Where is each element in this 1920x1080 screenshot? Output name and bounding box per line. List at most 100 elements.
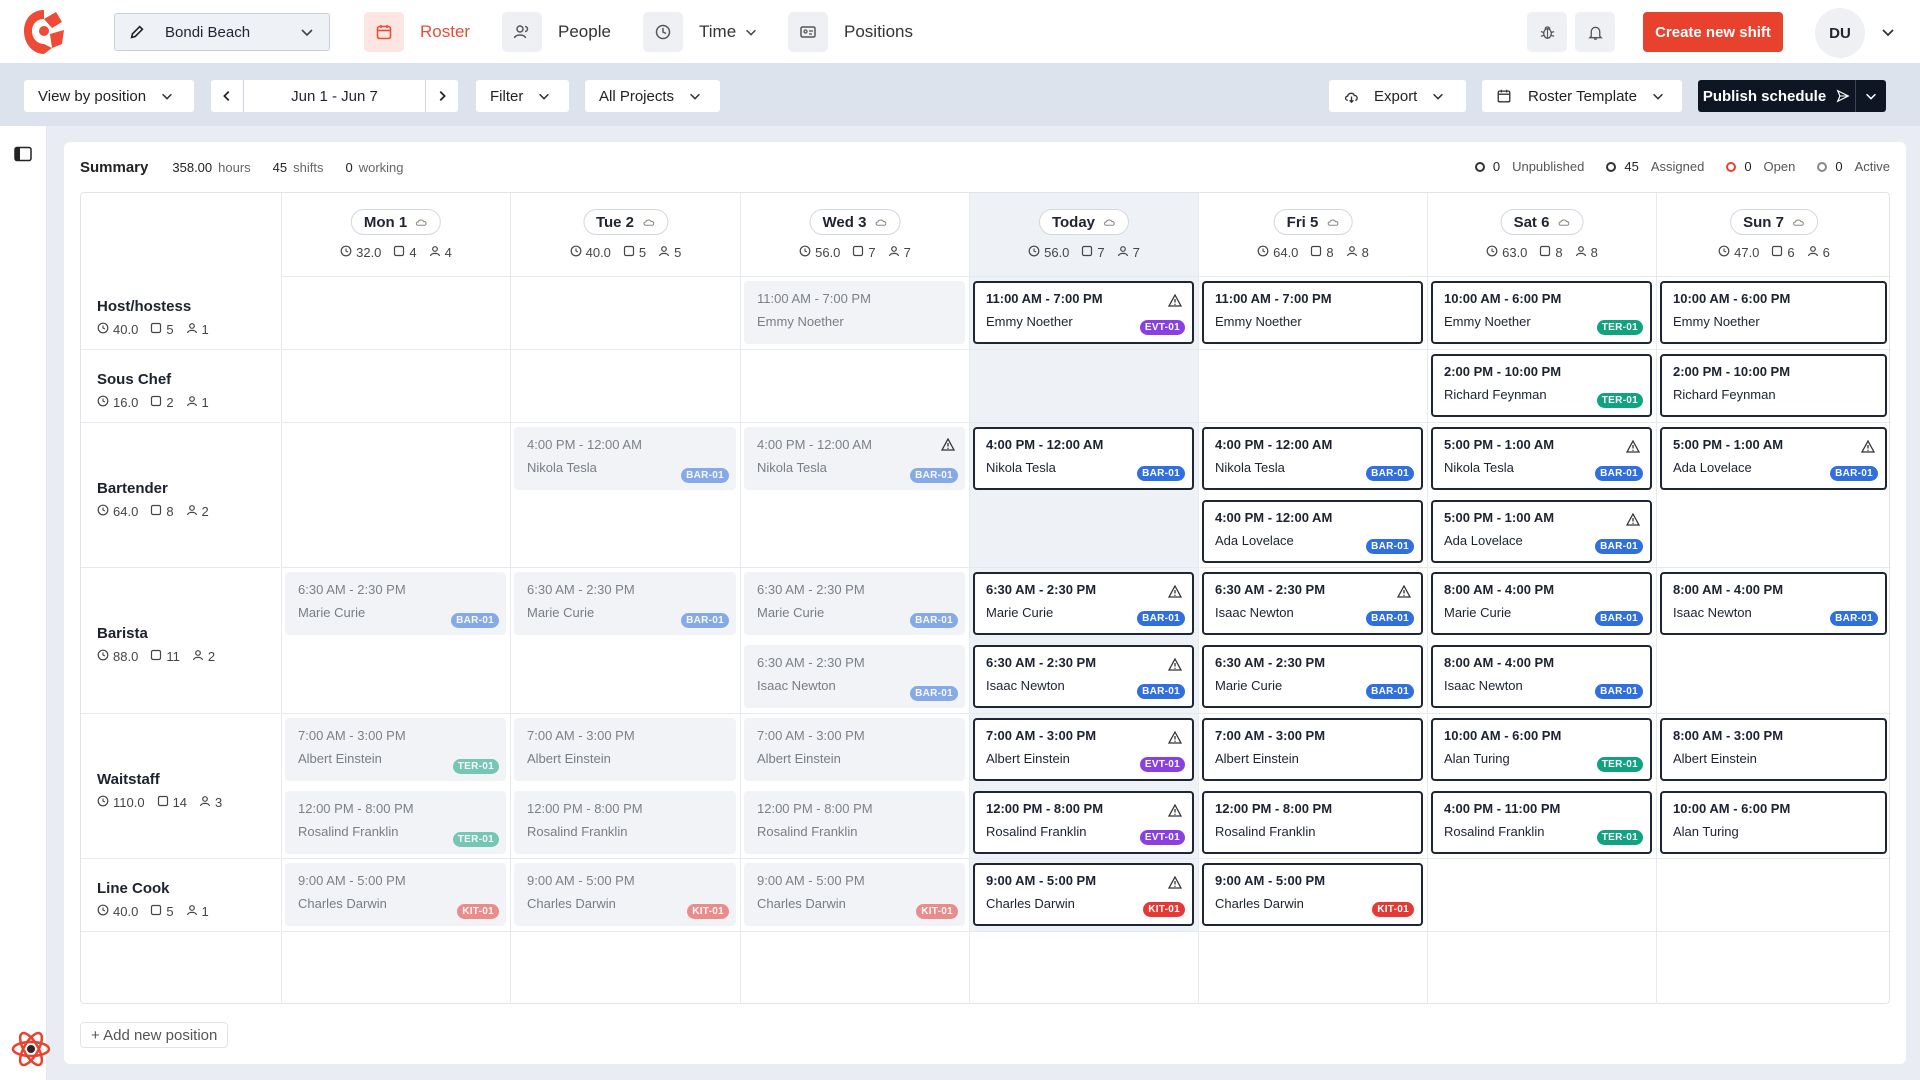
filter-dropdown[interactable]: Filter	[476, 80, 569, 112]
warning-icon[interactable]	[1167, 803, 1183, 817]
day-pill[interactable]: Sat 6	[1500, 209, 1584, 235]
shift-card[interactable]: 4:00 PM - 12:00 AM Nikola Tesla BAR-01	[744, 427, 965, 490]
shift-card[interactable]: 6:30 AM - 2:30 PM Marie Curie BAR-01	[285, 572, 506, 635]
shift-card[interactable]: 11:00 AM - 7:00 PM Emmy Noether	[1202, 281, 1423, 344]
roster-cell[interactable]	[1198, 423, 1427, 568]
roster-cell[interactable]	[1656, 714, 1891, 859]
shift-card[interactable]: 7:00 AM - 3:00 PM Albert Einstein	[1202, 718, 1423, 781]
roster-cell[interactable]	[1198, 568, 1427, 714]
next-week-button[interactable]	[426, 80, 458, 112]
roster-cell[interactable]	[740, 350, 969, 423]
shift-card[interactable]: 7:00 AM - 3:00 PM Albert Einstein EVT-01	[973, 718, 1194, 781]
shift-card[interactable]: 8:00 AM - 4:00 PM Isaac Newton BAR-01	[1431, 645, 1652, 708]
sidebar-toggle-icon[interactable]	[14, 146, 32, 162]
shift-card[interactable]: 8:00 AM - 3:00 PM Albert Einstein	[1660, 718, 1887, 781]
chevron-down-icon[interactable]	[1880, 24, 1896, 40]
roster-cell[interactable]	[281, 277, 510, 350]
shift-card[interactable]: 5:00 PM - 1:00 AM Ada Lovelace BAR-01	[1431, 500, 1652, 563]
warning-icon[interactable]	[1860, 439, 1876, 453]
roster-cell[interactable]	[1427, 350, 1656, 423]
roster-cell[interactable]	[281, 568, 510, 714]
location-selector[interactable]: Bondi Beach	[114, 13, 330, 51]
day-pill[interactable]: Wed 3	[809, 209, 901, 235]
roster-cell[interactable]	[510, 277, 740, 350]
roster-cell[interactable]	[510, 859, 740, 932]
notifications-button[interactable]	[1575, 12, 1615, 52]
bug-report-button[interactable]	[1527, 12, 1567, 52]
roster-cell[interactable]	[740, 277, 969, 350]
projects-dropdown[interactable]: All Projects	[585, 80, 720, 112]
shift-card[interactable]: 4:00 PM - 12:00 AM Nikola Tesla BAR-01	[514, 427, 736, 490]
roster-cell[interactable]	[1427, 568, 1656, 714]
publish-schedule-button[interactable]: Publish schedule	[1698, 80, 1856, 112]
avatar[interactable]: DU	[1815, 8, 1865, 58]
shift-card[interactable]: 10:00 AM - 6:00 PM Emmy Noether TER-01	[1431, 281, 1652, 344]
create-shift-button[interactable]: Create new shift	[1643, 12, 1783, 52]
roster-cell[interactable]	[1427, 859, 1656, 932]
add-position-button[interactable]: + Add new position	[80, 1022, 229, 1048]
shift-card[interactable]: 8:00 AM - 4:00 PM Marie Curie BAR-01	[1431, 572, 1652, 635]
nav-positions[interactable]: Positions	[788, 12, 913, 52]
shift-card[interactable]: 4:00 PM - 12:00 AM Ada Lovelace BAR-01	[1202, 500, 1423, 563]
warning-icon[interactable]	[1167, 293, 1183, 307]
roster-cell[interactable]	[1656, 350, 1891, 423]
shift-card[interactable]: 9:00 AM - 5:00 PM Charles Darwin KIT-01	[973, 863, 1194, 926]
roster-cell[interactable]	[740, 859, 969, 932]
shift-card[interactable]: 7:00 AM - 3:00 PM Albert Einstein	[514, 718, 736, 781]
shift-card[interactable]: 6:30 AM - 2:30 PM Marie Curie BAR-01	[744, 572, 965, 635]
roster-cell[interactable]	[1427, 714, 1656, 859]
roster-template-dropdown[interactable]: Roster Template	[1482, 80, 1682, 112]
shift-card[interactable]: 10:00 AM - 6:00 PM Emmy Noether	[1660, 281, 1887, 344]
roster-cell[interactable]	[1427, 423, 1656, 568]
day-pill[interactable]: Today	[1038, 209, 1130, 235]
roster-cell[interactable]	[1427, 277, 1656, 350]
shift-card[interactable]: 10:00 AM - 6:00 PM Alan Turing TER-01	[1431, 718, 1652, 781]
roster-cell[interactable]	[510, 714, 740, 859]
warning-icon[interactable]	[1625, 512, 1641, 526]
position-row-label[interactable]: Host/hostess 40.0 5 1	[81, 277, 280, 350]
shift-card[interactable]: 6:30 AM - 2:30 PM Marie Curie BAR-01	[973, 572, 1194, 635]
warning-icon[interactable]	[1167, 584, 1183, 598]
roster-cell[interactable]	[510, 568, 740, 714]
prev-week-button[interactable]	[211, 80, 243, 112]
app-logo[interactable]	[22, 8, 66, 56]
shift-card[interactable]: 8:00 AM - 4:00 PM Isaac Newton BAR-01	[1660, 572, 1887, 635]
shift-card[interactable]: 12:00 PM - 8:00 PM Rosalind Franklin	[744, 791, 965, 854]
shift-card[interactable]: 12:00 PM - 8:00 PM Rosalind Franklin	[1202, 791, 1423, 854]
day-pill[interactable]: Tue 2	[582, 209, 669, 235]
export-dropdown[interactable]: Export	[1329, 80, 1466, 112]
date-range[interactable]: Jun 1 - Jun 7	[243, 80, 426, 112]
shift-card[interactable]: 7:00 AM - 3:00 PM Albert Einstein TER-01	[285, 718, 506, 781]
legend-item[interactable]: 0 Unpublished	[1474, 159, 1584, 174]
roster-cell[interactable]	[1656, 423, 1891, 568]
roster-cell[interactable]	[510, 423, 740, 568]
roster-cell[interactable]	[1198, 350, 1427, 423]
legend-item[interactable]: 45 Assigned	[1606, 159, 1704, 174]
shift-card[interactable]: 4:00 PM - 12:00 AM Nikola Tesla BAR-01	[973, 427, 1194, 490]
shift-card[interactable]: 11:00 AM - 7:00 PM Emmy Noether EVT-01	[973, 281, 1194, 344]
roster-cell[interactable]	[740, 423, 969, 568]
roster-cell[interactable]	[969, 350, 1198, 423]
warning-icon[interactable]	[1625, 439, 1641, 453]
shift-card[interactable]: 9:00 AM - 5:00 PM Charles Darwin KIT-01	[1202, 863, 1423, 926]
roster-cell[interactable]	[1656, 277, 1891, 350]
shift-card[interactable]: 11:00 AM - 7:00 PM Emmy Noether	[744, 281, 965, 344]
view-by-dropdown[interactable]: View by position	[24, 80, 194, 112]
warning-icon[interactable]	[1396, 584, 1412, 598]
nav-roster[interactable]: Roster	[364, 12, 470, 52]
publish-options-button[interactable]	[1856, 89, 1886, 103]
shift-card[interactable]: 6:30 AM - 2:30 PM Isaac Newton BAR-01	[973, 645, 1194, 708]
shift-card[interactable]: 2:00 PM - 10:00 PM Richard Feynman TER-01	[1431, 354, 1652, 417]
warning-icon[interactable]	[1167, 730, 1183, 744]
roster-cell[interactable]	[281, 859, 510, 932]
shift-card[interactable]: 6:30 AM - 2:30 PM Marie Curie BAR-01	[1202, 645, 1423, 708]
shift-card[interactable]: 6:30 AM - 2:30 PM Isaac Newton BAR-01	[744, 645, 965, 708]
roster-cell[interactable]	[1198, 714, 1427, 859]
shift-card[interactable]: 4:00 PM - 11:00 PM Rosalind Franklin TER-0…	[1431, 791, 1652, 854]
position-row-label[interactable]: Sous Chef 16.0 2 1	[81, 350, 280, 423]
shift-card[interactable]: 12:00 PM - 8:00 PM Rosalind Franklin	[514, 791, 736, 854]
react-devtools-icon[interactable]	[10, 1028, 52, 1070]
warning-icon[interactable]	[940, 437, 956, 451]
position-row-label[interactable]: Line Cook 40.0 5 1	[81, 859, 280, 932]
roster-cell[interactable]	[1198, 277, 1427, 350]
